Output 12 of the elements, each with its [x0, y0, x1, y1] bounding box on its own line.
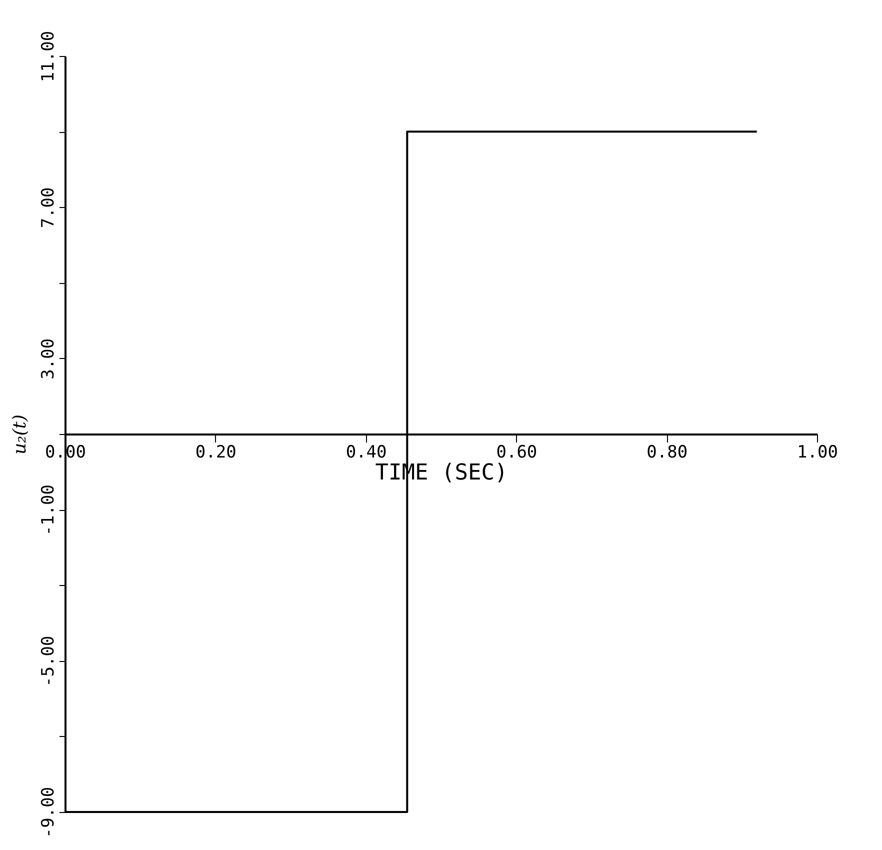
y-tick-label: 7.00	[38, 187, 58, 228]
y-tick-label: -9.00	[38, 786, 58, 838]
y-tick-label: -1.00	[38, 484, 58, 536]
x-tick-label: 0.80	[646, 442, 688, 462]
x-tick-label: 0.40	[346, 442, 387, 462]
y-tick-label: -5.00	[38, 636, 58, 687]
x-tick-label: 0.60	[496, 442, 538, 462]
x-tick-label: 1.00	[797, 442, 838, 462]
y-tick-label: 3.00	[38, 338, 58, 380]
y-axis-title: u₂(t)	[10, 414, 30, 455]
x-tick-label: 0.20	[195, 442, 236, 462]
y-tick-label: 11.00	[38, 30, 58, 82]
